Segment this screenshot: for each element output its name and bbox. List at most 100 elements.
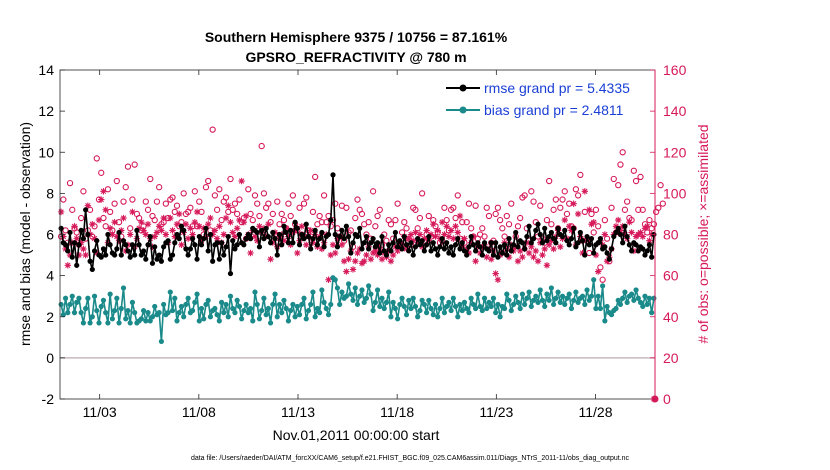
y-left-ticks: -2 0 2 4 6 8 10 12 14	[38, 62, 65, 407]
y-right-tick-label: 0	[663, 391, 671, 407]
bias-point	[281, 297, 287, 303]
rmse-point	[234, 242, 240, 248]
rmse-point	[435, 252, 441, 258]
bias-point	[116, 320, 122, 326]
assimilated-marker	[229, 229, 236, 236]
possible-marker	[479, 225, 486, 232]
possible-marker	[300, 200, 308, 207]
x-tick-label: 11/23	[479, 404, 513, 420]
possible-marker	[623, 198, 631, 205]
rmse-point	[172, 240, 178, 246]
legend-rmse-marker	[459, 84, 467, 92]
assimilated-marker	[95, 216, 103, 224]
assimilated-marker	[586, 206, 593, 214]
bias-point	[348, 291, 354, 297]
possible-marker	[196, 198, 203, 205]
possible-marker	[156, 184, 163, 191]
rmse-point	[421, 248, 427, 254]
bias-point	[147, 318, 153, 324]
bias-point	[292, 314, 298, 320]
possible-marker	[202, 184, 210, 191]
assimilated-marker	[144, 221, 152, 228]
bias-point	[555, 289, 561, 295]
bias-point	[91, 293, 98, 299]
assimilated-marker	[443, 223, 450, 230]
assimilated-marker	[488, 255, 495, 263]
bias-point	[419, 297, 425, 303]
possible-marker	[508, 200, 515, 207]
rmse-point	[633, 242, 639, 248]
assimilated-marker	[445, 233, 453, 240]
bias-point	[239, 316, 245, 322]
bias-point	[205, 297, 211, 303]
bias-point	[493, 310, 499, 316]
rmse-point	[247, 236, 254, 242]
bias-point	[256, 316, 263, 322]
bias-point	[310, 289, 316, 295]
rmse-point	[189, 236, 196, 242]
possible-marker	[496, 216, 504, 224]
bias-point	[370, 307, 376, 314]
rmse-point	[457, 246, 463, 252]
rmse-point	[515, 244, 521, 250]
bias-point	[252, 289, 258, 295]
rmse-point	[646, 242, 653, 248]
rmse-point	[169, 252, 176, 258]
assimilated-marker	[494, 276, 502, 283]
possible-marker	[216, 186, 223, 193]
assimilated-marker	[106, 225, 114, 232]
rmse-point	[348, 250, 354, 256]
bias-point	[272, 291, 278, 297]
possible-marker	[514, 223, 522, 230]
rmse-point	[265, 233, 271, 240]
rmse-point	[111, 252, 118, 258]
rmse-point	[412, 244, 419, 250]
rmse-point	[490, 252, 497, 258]
rmse-point	[519, 240, 526, 246]
rmse-point	[154, 256, 160, 262]
bias-point	[259, 307, 265, 314]
possible-marker	[608, 204, 615, 211]
possible-marker	[577, 171, 584, 179]
possible-marker	[113, 177, 120, 185]
rmse-point	[341, 236, 347, 242]
rmse-point	[553, 240, 559, 246]
bias-point	[559, 293, 566, 299]
possible-marker	[265, 200, 272, 207]
bias-point	[203, 301, 209, 308]
possible-marker	[260, 190, 268, 197]
possible-marker	[459, 219, 466, 226]
rmse-point	[620, 240, 626, 246]
bias-point	[417, 307, 423, 314]
assimilated-marker	[227, 218, 234, 226]
bias-point	[314, 305, 320, 312]
rmse-point	[586, 242, 592, 248]
rmse-point	[65, 248, 71, 254]
rmse-point	[374, 240, 381, 246]
rmse-point	[415, 236, 421, 242]
rmse-point	[299, 231, 305, 238]
bias-point	[296, 312, 303, 318]
rmse-point	[127, 254, 133, 260]
bias-point	[350, 297, 356, 303]
rmse-point	[354, 233, 361, 240]
rmse-point	[459, 240, 465, 246]
possible-marker	[227, 175, 234, 183]
bias-point	[194, 291, 200, 297]
rmse-point	[626, 242, 632, 248]
assimilated-marker	[450, 235, 457, 242]
rmse-point	[218, 240, 225, 246]
bias-point	[328, 301, 334, 308]
rmse-point	[608, 246, 615, 252]
bias-point	[323, 305, 329, 312]
bias-point	[279, 310, 285, 316]
rmse-point	[579, 238, 586, 244]
bias-point	[473, 305, 479, 312]
assimilated-marker	[561, 216, 568, 224]
possible-marker	[229, 206, 236, 213]
assimilated-marker	[352, 258, 359, 265]
possible-marker	[657, 181, 664, 189]
rmse-point	[377, 250, 383, 256]
assimilated-marker	[267, 255, 274, 263]
assimilated-marker	[307, 227, 314, 234]
